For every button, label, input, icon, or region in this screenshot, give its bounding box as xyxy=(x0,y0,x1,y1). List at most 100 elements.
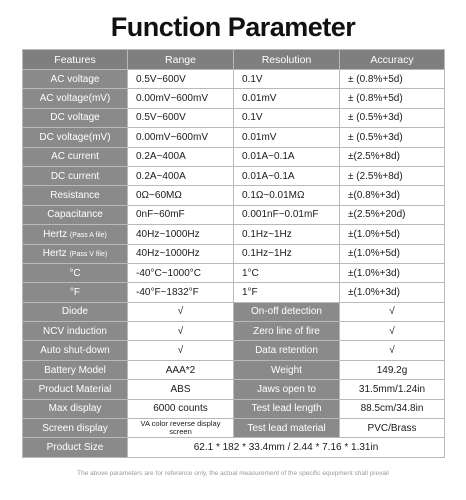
table-row: Capacitance 0nF~60mF 0.001nF~0.01mF ±(2.… xyxy=(22,204,445,226)
resolution-cell: 0.01mV xyxy=(233,127,340,148)
resolution-cell: 0.01A~0.1A xyxy=(233,146,340,167)
feature-label: Data retention xyxy=(233,340,340,361)
resolution-cell: 0.1Hz~1Hz xyxy=(233,224,340,245)
resolution-cell: 1°C xyxy=(233,262,340,284)
range-cell: 0.00mV~600mV xyxy=(127,88,234,109)
header-accuracy: Accuracy xyxy=(339,49,445,70)
feature-label: On-off detection xyxy=(233,301,340,323)
feature-value: VA color reverse display screen xyxy=(127,418,234,439)
product-size-value: 62.1 * 182 * 33.4mm / 2.44 * 7.16 * 1.31… xyxy=(127,437,445,458)
header-features: Features xyxy=(22,49,128,70)
feature-note: (Pass V file) xyxy=(69,251,108,259)
header-resolution: Resolution xyxy=(233,49,340,70)
accuracy-cell: ±(1.0%+5d) xyxy=(339,243,445,264)
feature-label: Zero line of fire xyxy=(233,321,340,342)
feature-label: AC voltage xyxy=(22,68,128,90)
feature-value: √ xyxy=(339,321,445,342)
feature-value: PVC/Brass xyxy=(339,418,445,439)
table-row: DC voltage 0.5V~600V 0.1V ± (0.5%+3d) xyxy=(22,107,445,129)
feature-value: √ xyxy=(127,301,234,323)
feature-label: °C xyxy=(22,262,128,284)
table-row: Auto shut-down √ Data retention √ xyxy=(22,340,445,361)
range-cell: 0.5V~600V xyxy=(127,107,234,129)
accuracy-cell: ± (0.8%+5d) xyxy=(339,68,445,90)
resolution-cell: 0.01A~0.1A xyxy=(233,165,340,187)
accuracy-cell: ± (2.5%+8d) xyxy=(339,165,445,187)
feature-label: Hertz (Pass V file) xyxy=(22,243,128,264)
feature-label: DC current xyxy=(22,165,128,187)
table-header-row: Features Range Resolution Accuracy xyxy=(22,49,445,70)
feature-value: √ xyxy=(339,301,445,323)
resolution-cell: 0.01mV xyxy=(233,88,340,109)
table-row: Hertz (Pass A file) 40Hz~1000Hz 0.1Hz~1H… xyxy=(22,224,445,245)
range-cell: 0Ω~60MΩ xyxy=(127,185,234,206)
table-row: Diode √ On-off detection √ xyxy=(22,301,445,323)
resolution-cell: 0.1Hz~1Hz xyxy=(233,243,340,264)
feature-value: AAA*2 xyxy=(127,359,234,381)
resolution-cell: 0.1Ω~0.01MΩ xyxy=(233,185,340,206)
header-range: Range xyxy=(127,49,234,70)
feature-label: °F xyxy=(22,282,128,303)
feature-label: Max display xyxy=(22,398,128,420)
range-cell: 0.2A~400A xyxy=(127,146,234,167)
table-row: Screen display VA color reverse display … xyxy=(22,418,445,439)
range-cell: 0.2A~400A xyxy=(127,165,234,187)
table-row: AC current 0.2A~400A 0.01A~0.1A ±(2.5%+8… xyxy=(22,146,445,167)
table-row: Max display 6000 counts Test lead length… xyxy=(22,398,445,420)
resolution-cell: 0.1V xyxy=(233,68,340,90)
table-row: NCV induction √ Zero line of fire √ xyxy=(22,321,445,342)
feature-label: AC current xyxy=(22,146,128,167)
feature-value: √ xyxy=(127,340,234,361)
accuracy-cell: ± (0.5%+3d) xyxy=(339,107,445,129)
feature-label: Battery Model xyxy=(22,359,128,381)
feature-value: 6000 counts xyxy=(127,398,234,420)
feature-label: Test lead material xyxy=(233,418,340,439)
range-cell: 0nF~60mF xyxy=(127,204,234,226)
table-row: DC current 0.2A~400A 0.01A~0.1A ± (2.5%+… xyxy=(22,165,445,187)
feature-note: (Pass A file) xyxy=(69,231,107,239)
feature-value: 31.5mm/1.24in xyxy=(339,379,445,400)
table-row: Battery Model AAA*2 Weight 149.2g xyxy=(22,359,445,381)
table-row: Product Size 62.1 * 182 * 33.4mm / 2.44 … xyxy=(22,437,445,458)
resolution-cell: 0.1V xyxy=(233,107,340,129)
table-row: Hertz (Pass V file) 40Hz~1000Hz 0.1Hz~1H… xyxy=(22,243,445,264)
feature-label: Screen display xyxy=(22,418,128,439)
feature-value: √ xyxy=(339,340,445,361)
table-row: °C -40°C~1000°C 1°C ±(1.0%+3d) xyxy=(22,262,445,284)
range-cell: -40°C~1000°C xyxy=(127,262,234,284)
accuracy-cell: ±(1.0%+5d) xyxy=(339,224,445,245)
resolution-cell: 1°F xyxy=(233,282,340,303)
page-title: Function Parameter xyxy=(110,12,356,42)
accuracy-cell: ±(0.8%+3d) xyxy=(339,185,445,206)
accuracy-cell: ± (0.8%+5d) xyxy=(339,88,445,109)
feature-label: Resistance xyxy=(22,185,128,206)
feature-label: Weight xyxy=(233,359,340,381)
feature-label: NCV induction xyxy=(22,321,128,342)
table-row: Resistance 0Ω~60MΩ 0.1Ω~0.01MΩ ±(0.8%+3d… xyxy=(22,185,445,206)
feature-label: Capacitance xyxy=(22,204,128,226)
feature-label: Test lead length xyxy=(233,398,340,420)
feature-label: AC voltage(mV) xyxy=(22,88,128,109)
range-cell: 40Hz~1000Hz xyxy=(127,243,234,264)
feature-value: √ xyxy=(127,321,234,342)
feature-label: Product Material xyxy=(22,379,128,400)
spec-table: Features Range Resolution Accuracy AC vo… xyxy=(22,49,445,458)
resolution-cell: 0.001nF~0.01mF xyxy=(233,204,340,226)
feature-value: 149.2g xyxy=(339,359,445,381)
table-row: DC voltage(mV) 0.00mV~600mV 0.01mV ± (0.… xyxy=(22,127,445,148)
range-cell: 0.00mV~600mV xyxy=(127,127,234,148)
range-cell: 40Hz~1000Hz xyxy=(127,224,234,245)
product-size-label: Product Size xyxy=(22,437,128,458)
footnote: The above parameters are for reference o… xyxy=(77,470,389,477)
range-cell: -40°F~1832°F xyxy=(127,282,234,303)
feature-label: Jaws open to xyxy=(233,379,340,400)
accuracy-cell: ±(1.0%+3d) xyxy=(339,262,445,284)
table-row: AC voltage(mV) 0.00mV~600mV 0.01mV ± (0.… xyxy=(22,88,445,109)
feature-label: Hertz (Pass A file) xyxy=(22,224,128,245)
feature-label: Auto shut-down xyxy=(22,340,128,361)
feature-value: 88.5cm/34.8in xyxy=(339,398,445,420)
feature-name: Hertz xyxy=(43,228,68,240)
table-row: Product Material ABS Jaws open to 31.5mm… xyxy=(22,379,445,400)
accuracy-cell: ± (0.5%+3d) xyxy=(339,127,445,148)
accuracy-cell: ±(2.5%+20d) xyxy=(339,204,445,226)
